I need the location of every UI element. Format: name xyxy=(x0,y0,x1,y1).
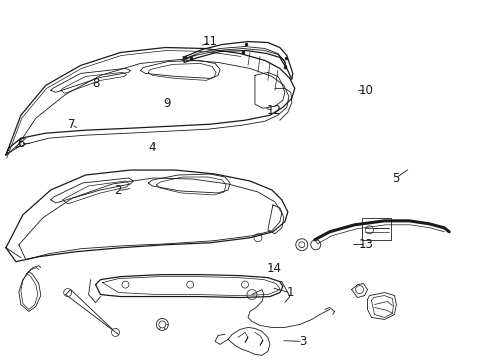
Text: 5: 5 xyxy=(391,172,398,185)
Text: 13: 13 xyxy=(358,238,373,251)
Text: 11: 11 xyxy=(203,35,218,49)
Text: 9: 9 xyxy=(163,97,170,110)
Text: 3: 3 xyxy=(299,335,306,348)
Text: 2: 2 xyxy=(114,184,122,197)
Text: 1: 1 xyxy=(286,287,294,300)
Text: 14: 14 xyxy=(265,262,281,275)
Text: 12: 12 xyxy=(265,104,281,117)
Text: 10: 10 xyxy=(358,84,373,97)
Text: 8: 8 xyxy=(92,77,100,90)
Text: 7: 7 xyxy=(68,118,75,131)
Text: 6: 6 xyxy=(17,137,24,150)
FancyBboxPatch shape xyxy=(361,218,390,240)
Text: 4: 4 xyxy=(148,141,155,154)
